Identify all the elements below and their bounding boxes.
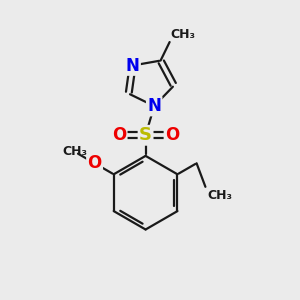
Text: O: O — [88, 154, 102, 172]
Text: CH₃: CH₃ — [207, 189, 232, 202]
Text: CH₃: CH₃ — [62, 145, 87, 158]
Text: O: O — [112, 126, 126, 144]
Text: CH₃: CH₃ — [170, 28, 195, 41]
Text: S: S — [139, 126, 152, 144]
Text: N: N — [126, 56, 140, 74]
Text: N: N — [147, 97, 161, 115]
Text: O: O — [165, 126, 179, 144]
